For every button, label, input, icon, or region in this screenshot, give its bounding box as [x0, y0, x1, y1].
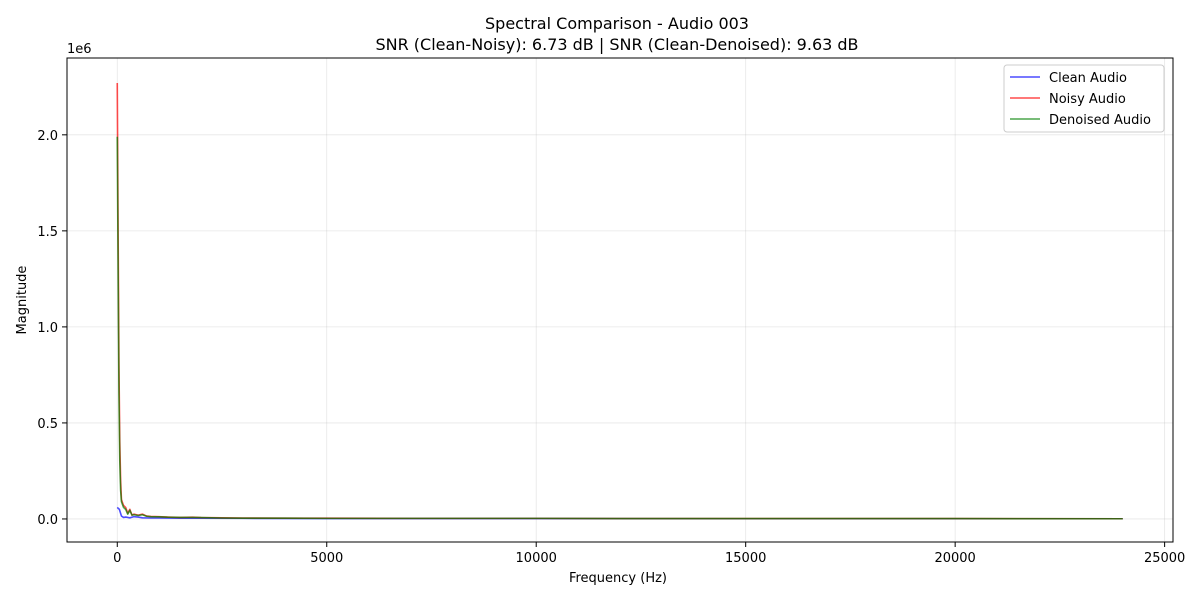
legend-label-noisy-audio: Noisy Audio	[1049, 92, 1126, 107]
chart-title: Spectral Comparison - Audio 003	[485, 14, 749, 33]
x-tick-label: 15000	[725, 551, 766, 566]
x-tick-label: 25000	[1144, 551, 1185, 566]
y-axis-ticks: 0.0 0.5 1.0 1.5 2.0	[37, 129, 67, 528]
y-axis-label: Magnitude	[15, 266, 30, 335]
y-tick-label: 2.0	[37, 129, 58, 144]
series-line-denoised-audio	[116, 136, 1123, 520]
x-tick-label: 5000	[310, 551, 343, 566]
x-tick-label: 20000	[934, 551, 975, 566]
series-lines	[116, 82, 1123, 520]
x-axis-ticks: 0 5000 10000 15000 20000 25000	[113, 542, 1185, 566]
y-tick-label: 0.5	[37, 417, 58, 432]
y-tick-label: 0.0	[37, 513, 58, 528]
chart-subtitle: SNR (Clean-Noisy): 6.73 dB | SNR (Clean-…	[375, 35, 858, 54]
legend-box	[1003, 64, 1165, 133]
x-tick-label: 0	[113, 551, 121, 566]
y-axis-scale-label: 1e6	[67, 42, 92, 57]
x-axis-label: Frequency (Hz)	[569, 571, 667, 586]
y-tick-label: 1.0	[37, 321, 58, 336]
legend-label-clean-audio: Clean Audio	[1049, 71, 1127, 86]
legend: Clean Audio Noisy Audio Denoised Audio	[1003, 64, 1165, 133]
plot-frame	[66, 57, 1174, 543]
x-tick-label: 10000	[516, 551, 557, 566]
legend-entries: Clean Audio Noisy Audio Denoised Audio	[1010, 71, 1151, 128]
legend-label-denoised-audio: Denoised Audio	[1049, 113, 1151, 128]
y-tick-label: 1.5	[37, 225, 58, 240]
